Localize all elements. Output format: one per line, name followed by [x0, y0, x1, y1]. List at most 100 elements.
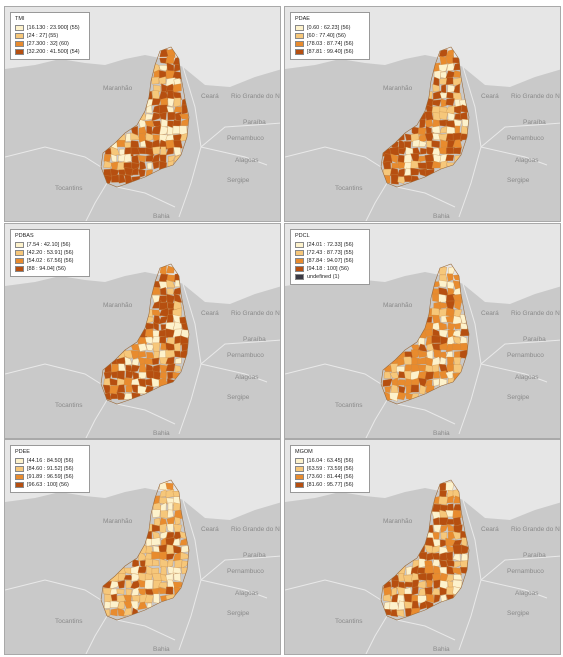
municipality — [398, 581, 407, 589]
state-outline — [380, 46, 470, 188]
legend-entry: [42.20 : 53.91] (56) — [15, 249, 85, 257]
municipality — [123, 607, 132, 616]
municipality — [404, 364, 414, 373]
municipality — [453, 574, 463, 581]
municipality — [145, 545, 153, 554]
legend-label: [94.18 : 100] (56) — [307, 266, 349, 272]
municipality — [174, 111, 182, 122]
municipality — [160, 97, 169, 106]
municipality — [440, 84, 447, 94]
legend-entry: [81.60 : 95.77] (56) — [295, 481, 365, 489]
municipality — [418, 600, 427, 611]
legend-entry: [73.60 : 81.44] (56) — [295, 473, 365, 481]
municipality — [151, 357, 160, 365]
municipality — [403, 167, 412, 177]
municipality — [180, 545, 189, 553]
municipality — [166, 265, 175, 274]
municipality — [144, 328, 154, 338]
municipality — [453, 561, 461, 569]
municipality — [138, 351, 147, 358]
legend-label: [0.60 : 62.23] (56) — [307, 25, 351, 31]
municipality — [445, 481, 455, 491]
legend-label: [78.03 : 87.74] (56) — [307, 41, 354, 47]
place-label-bahia: Bahia — [153, 213, 170, 220]
municipality — [125, 588, 133, 597]
municipality — [431, 140, 440, 149]
municipality — [130, 364, 140, 373]
municipality — [432, 552, 441, 560]
municipality — [432, 378, 440, 387]
place-label-tocantins: Tocantins — [55, 402, 83, 409]
state-border — [116, 403, 176, 425]
municipality — [167, 559, 174, 568]
municipality — [440, 98, 447, 108]
state-border — [85, 399, 108, 438]
legend-label: [87.81 : 99.40] (56) — [307, 49, 354, 55]
municipality — [403, 141, 412, 149]
legend-entry: [78.03 : 87.74] (56) — [295, 40, 365, 48]
legend-title: PDAE — [295, 16, 310, 22]
municipality — [446, 363, 454, 373]
municipality — [438, 280, 448, 288]
municipality — [152, 161, 160, 170]
municipality — [445, 344, 455, 353]
municipality — [390, 174, 399, 185]
municipality — [125, 370, 134, 379]
municipality — [153, 370, 161, 380]
legend-label: [42.20 : 53.91] (56) — [27, 250, 74, 256]
state-outline — [380, 263, 470, 405]
municipality — [410, 349, 421, 359]
legend-swatch — [295, 274, 304, 280]
legend-entry: [0.60 : 62.23] (56) — [295, 24, 365, 32]
place-label-tocantins: Tocantins — [55, 618, 83, 625]
municipality — [166, 288, 174, 295]
municipality — [417, 349, 428, 358]
municipality — [431, 559, 441, 567]
municipality — [166, 553, 175, 561]
map-legend: MGOM [16.04 : 63.45] (56) [63.59 : 73.59] … — [290, 445, 370, 493]
legend-swatch — [295, 482, 304, 488]
municipality — [137, 169, 146, 178]
municipality — [173, 140, 183, 149]
legend-swatch — [295, 25, 304, 31]
municipality — [165, 363, 176, 372]
place-label-maranhao: Maranhão — [103, 302, 133, 309]
municipality — [145, 132, 154, 142]
map-legend: PDBAS [7.54 : 42.10] (56) [42.20 : 53.91] … — [10, 229, 90, 277]
municipality — [452, 293, 463, 303]
legend-swatch — [15, 25, 24, 31]
place-label-sergipe: Sergipe — [507, 394, 530, 401]
municipality — [110, 608, 118, 617]
municipality — [131, 595, 141, 603]
municipality — [173, 509, 183, 520]
municipality — [167, 509, 174, 519]
municipality — [166, 279, 176, 288]
municipality — [460, 544, 469, 555]
place-label-paraiba: Paraíba — [523, 552, 546, 559]
state-border — [365, 182, 388, 221]
municipality — [172, 119, 182, 127]
map-legend: PDCL [24.01 : 72.33] (56) [72.43 : 87.73] … — [290, 229, 370, 285]
municipality — [117, 579, 126, 589]
municipality — [417, 573, 428, 581]
map-legend: PDEE [44.16 : 84.50] (56) [84.60 : 91.52] … — [10, 445, 90, 493]
municipality — [396, 609, 405, 618]
municipality — [403, 574, 413, 583]
municipality — [433, 370, 441, 379]
municipality — [440, 351, 447, 359]
municipalities-layer — [102, 481, 189, 618]
legend-swatch — [295, 474, 304, 480]
municipality — [145, 344, 155, 351]
state-border — [396, 619, 456, 641]
place-label-paraiba: Paraíba — [523, 119, 546, 126]
legend-entry: [87.84 : 94.07] (56) — [295, 257, 365, 265]
legend-entry: [72.43 : 87.73] (55) — [295, 249, 365, 257]
place-label-tocantins: Tocantins — [55, 185, 83, 192]
state-border — [480, 339, 560, 365]
municipality — [158, 315, 169, 325]
place-label-sergipe: Sergipe — [507, 177, 530, 184]
municipality — [159, 523, 167, 533]
municipality — [160, 146, 167, 157]
municipality — [117, 600, 125, 610]
choropleth-map — [285, 7, 560, 221]
